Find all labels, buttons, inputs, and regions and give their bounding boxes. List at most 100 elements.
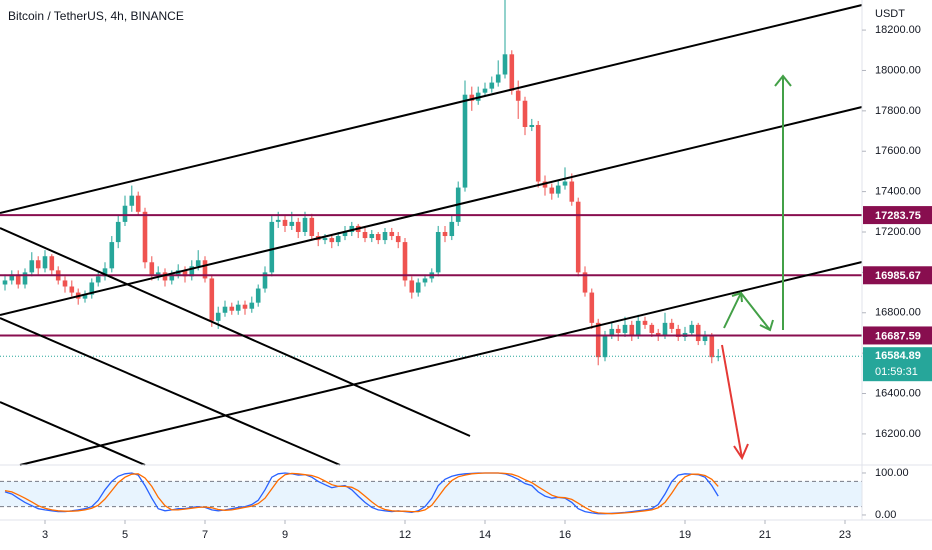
candle-body — [15, 274, 21, 285]
candle-body — [569, 181, 575, 202]
candle-body — [669, 322, 675, 329]
candle-body — [595, 322, 601, 358]
axes: 16200.0016400.0016600.0016800.0017000.00… — [42, 24, 932, 541]
candle-body — [575, 201, 581, 273]
candle-body — [509, 54, 515, 91]
candle-body — [289, 221, 295, 226]
y-tick-label: 16800.00 — [875, 307, 921, 319]
candle-body — [602, 334, 608, 358]
countdown-label: 01:59:31 — [875, 366, 918, 378]
candle-body — [122, 205, 128, 222]
osc-tick-label: 0.00 — [875, 509, 896, 521]
level-label: 16985.67 — [875, 270, 921, 282]
candle-body — [129, 195, 135, 206]
candle-body — [662, 322, 668, 335]
oscillator-panel — [0, 472, 862, 515]
candle-body — [262, 272, 268, 289]
candle-body — [622, 324, 628, 333]
candle-body — [362, 231, 368, 239]
candle-body — [369, 234, 375, 239]
candle-body — [295, 221, 301, 232]
candle-body — [402, 242, 408, 281]
x-tick-label: 23 — [839, 529, 851, 541]
x-tick-label: 9 — [282, 529, 288, 541]
y-tick-label: 18000.00 — [875, 64, 921, 76]
candle-body — [609, 328, 615, 335]
candle-body — [62, 280, 68, 287]
trend-line — [0, 317, 341, 466]
trend-line — [0, 401, 146, 466]
trend-line — [0, 4, 863, 214]
candle-body — [649, 324, 655, 333]
drawings — [0, 4, 863, 466]
candle-body — [249, 302, 255, 309]
candle-body — [302, 217, 308, 232]
candle-body — [375, 234, 381, 241]
candle-body — [95, 276, 101, 283]
y-tick-label: 16400.00 — [875, 387, 921, 399]
arrow-head — [774, 74, 792, 87]
level-label-box — [863, 326, 932, 345]
candle-body — [35, 260, 41, 269]
candle-body — [109, 242, 115, 269]
candle-body — [42, 256, 48, 269]
candle-body — [489, 82, 495, 89]
candle-body — [215, 312, 221, 321]
candle-body — [535, 124, 541, 182]
candle-body — [195, 260, 201, 267]
candle-body — [629, 324, 635, 335]
candle-body — [715, 356, 721, 358]
candle-body — [209, 278, 215, 321]
x-tick-label: 12 — [399, 529, 411, 541]
candle-body — [695, 324, 701, 342]
candle-body — [342, 231, 348, 237]
candle-body — [102, 268, 108, 277]
candle-body — [9, 274, 15, 281]
level-label-box — [863, 206, 932, 225]
candle-body — [409, 280, 415, 293]
candle-body — [515, 90, 521, 101]
osc-line — [4, 472, 719, 515]
candle-body — [49, 256, 55, 271]
candle-body — [555, 185, 561, 194]
candle-body — [349, 225, 355, 232]
x-tick-label: 3 — [42, 529, 48, 541]
candle-body — [335, 236, 341, 243]
candle-body — [382, 231, 388, 241]
trend-line — [0, 106, 863, 316]
x-tick-label: 7 — [202, 529, 208, 541]
candle-body — [675, 328, 681, 337]
candle-body — [155, 272, 161, 275]
candle-body — [469, 94, 475, 101]
y-tick-label: 16200.00 — [875, 428, 921, 440]
x-tick-label: 5 — [122, 529, 128, 541]
last-price-box — [863, 347, 932, 382]
candle-body — [542, 181, 548, 188]
level-label: 17283.75 — [875, 210, 921, 222]
candle-body — [169, 274, 175, 281]
candle-body — [415, 282, 421, 293]
candle-body — [449, 221, 455, 237]
arrow-head — [733, 443, 749, 461]
candle-body — [182, 270, 188, 277]
candle-body — [29, 260, 35, 273]
candle-body — [615, 328, 621, 333]
y-tick-label: 17800.00 — [875, 105, 921, 117]
candle-body — [82, 294, 88, 299]
candle-body — [322, 238, 328, 241]
candle-body — [482, 88, 488, 93]
arrow-head — [731, 291, 743, 303]
candle-body — [329, 238, 335, 243]
y-tick-label: 18200.00 — [875, 24, 921, 36]
candle-body — [435, 231, 441, 273]
candle-body — [389, 231, 395, 237]
x-tick-label: 21 — [759, 529, 771, 541]
target-arrow — [721, 344, 743, 459]
x-tick-label: 16 — [559, 529, 571, 541]
candle-body — [635, 320, 641, 335]
candle-body — [582, 272, 588, 293]
candle-body — [702, 334, 708, 342]
arrow-head — [759, 319, 774, 332]
candle-body — [142, 211, 148, 263]
candle-body — [689, 324, 695, 333]
